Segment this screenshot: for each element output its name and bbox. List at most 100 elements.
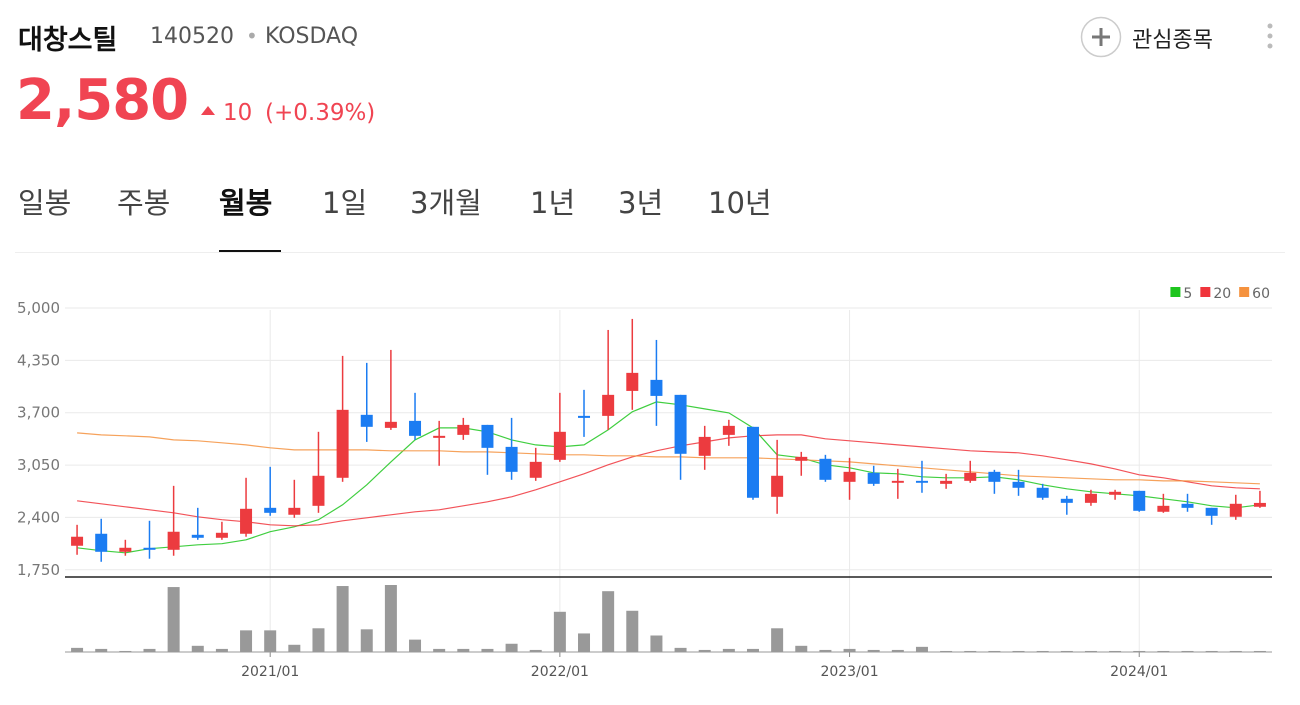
y-tick-label: 2,400 [17, 508, 60, 526]
active-tab-underline [219, 250, 281, 252]
y-tick-label: 3,050 [17, 456, 60, 474]
period-tab[interactable]: 일봉 [18, 186, 72, 220]
volume-bar [336, 586, 349, 652]
legend-label: 5 [1183, 286, 1192, 302]
up-arrow [201, 106, 215, 115]
volume-bar [360, 629, 373, 652]
volume-bar [1012, 650, 1025, 652]
candle-body [360, 414, 373, 427]
candle-body [867, 472, 880, 484]
candle-body [505, 446, 518, 472]
candle-body [1253, 502, 1266, 507]
candle-body [215, 532, 228, 538]
candle-body [312, 475, 325, 506]
candle-body [1157, 505, 1170, 512]
volume-bar [1253, 650, 1266, 652]
volume-bar [457, 648, 470, 652]
divider [15, 252, 1285, 253]
volume-bar [264, 630, 277, 652]
candle-body [795, 456, 808, 461]
watch-button[interactable]: 관심종목 [1132, 28, 1213, 53]
volume-bar [505, 643, 518, 652]
candle-body [1229, 503, 1242, 517]
candle-body [336, 409, 349, 478]
candle-body [602, 394, 615, 416]
volume-bar [964, 650, 977, 652]
candle-body [553, 431, 566, 460]
volume-bar [71, 647, 84, 652]
period-tab[interactable]: 월봉 [219, 186, 273, 220]
candle-body [95, 533, 108, 552]
volume-bar [819, 649, 832, 652]
moving-average-line [77, 432, 1260, 485]
add-button[interactable] [1080, 16, 1122, 58]
candle-body [384, 421, 397, 428]
candle-body [722, 425, 735, 435]
period-tab[interactable]: 주봉 [117, 186, 171, 220]
market: KOSDAQ [265, 24, 359, 49]
candle-body [1133, 490, 1146, 511]
candle-body [1036, 487, 1049, 498]
volume-bar [191, 645, 204, 652]
moving-average-line [77, 401, 1260, 554]
volume-bar [1036, 650, 1049, 652]
volume-bar [988, 650, 1001, 652]
volume-bar [674, 647, 687, 652]
volume-bar [1157, 650, 1170, 652]
candle-body [819, 458, 832, 480]
period-tab[interactable]: 3개월 [410, 186, 482, 220]
candle-body [843, 471, 856, 482]
volume-bar [1205, 650, 1218, 652]
candle-body [746, 426, 759, 498]
volume-bar [1060, 650, 1073, 652]
candle-body [578, 415, 591, 418]
y-tick-label: 1,750 [17, 561, 60, 579]
candle-body [529, 461, 542, 478]
y-tick-label: 4,350 [17, 351, 60, 369]
candle-body [988, 471, 1001, 482]
volume-bar [240, 630, 253, 652]
volume-bar [167, 587, 180, 652]
volume-bar [1229, 650, 1242, 652]
legend-swatch [1200, 287, 1211, 297]
candle-body [1012, 481, 1025, 488]
candle-body [1084, 493, 1097, 503]
candle-body [481, 424, 494, 448]
period-tab[interactable]: 3년 [618, 186, 664, 220]
candle-body [119, 547, 132, 552]
period-tab[interactable]: 1일 [322, 186, 368, 220]
more-menu[interactable] [1264, 22, 1276, 52]
volume-bar [215, 648, 228, 652]
candle-body [1205, 507, 1218, 516]
candle-body [409, 420, 422, 436]
period-tab[interactable]: 10년 [708, 186, 772, 220]
volume-bar [143, 648, 156, 652]
candle-body [1109, 491, 1122, 495]
candle-body [240, 508, 253, 534]
x-tick-label: 2021/01 [241, 664, 299, 680]
volume-bar [119, 650, 132, 652]
volume-bar [95, 648, 108, 652]
volume-bar [312, 628, 325, 652]
volume-bar [771, 628, 784, 652]
candle-body [940, 480, 953, 484]
volume-bar [698, 649, 711, 652]
volume-bar [650, 635, 663, 652]
candle-body [191, 534, 204, 538]
candle-body [288, 507, 301, 515]
change: 10 [223, 100, 253, 126]
period-tab[interactable]: 1년 [530, 186, 576, 220]
legend-label: 60 [1252, 286, 1270, 302]
volume-bar [409, 639, 422, 652]
candle-body [674, 394, 687, 454]
volume-bar [915, 646, 928, 652]
moving-average-line [77, 434, 1260, 527]
candle-body [167, 531, 180, 550]
candle-body [915, 480, 928, 483]
candle-body [71, 536, 84, 546]
x-tick-label: 2022/01 [531, 664, 589, 680]
candle-body [964, 472, 977, 481]
price: 2,580 [16, 68, 189, 133]
